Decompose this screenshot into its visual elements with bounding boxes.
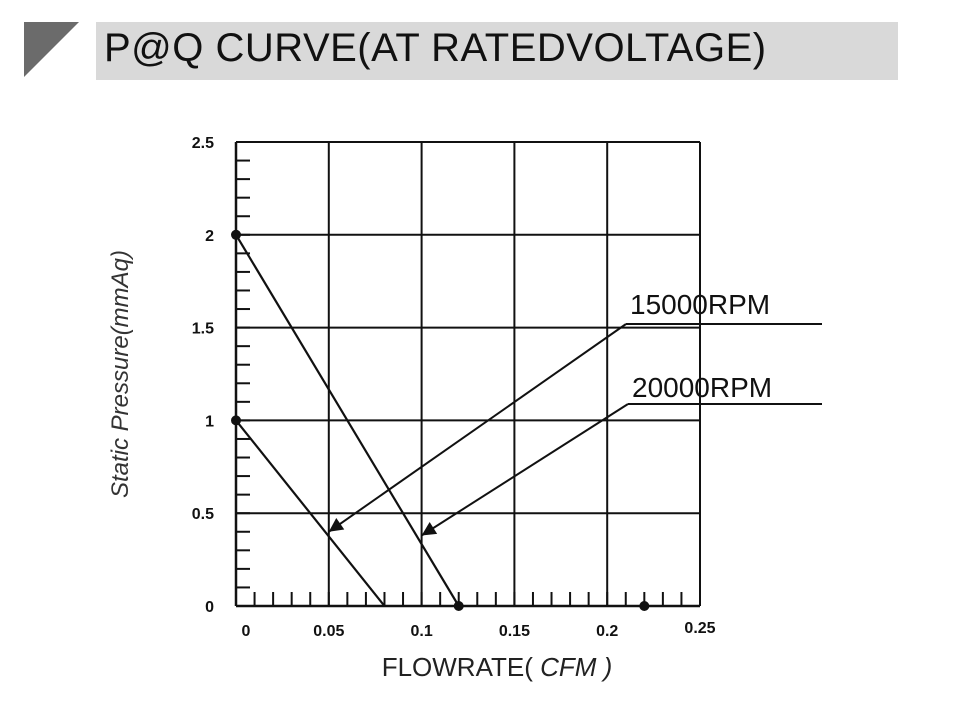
title-bar: P@Q CURVE(AT RATEDVOLTAGE) <box>96 22 898 80</box>
y-tick-label: 0 <box>205 599 214 616</box>
data-point-marker <box>231 229 241 240</box>
x-tick-label: 0.15 <box>499 623 530 640</box>
x-tick-label: 0.25 <box>684 620 715 637</box>
series-line <box>235 234 460 607</box>
data-point-marker <box>453 601 464 611</box>
data-point-marker <box>231 415 241 426</box>
series-label: 15000RPM <box>630 289 770 320</box>
data-point-marker <box>639 601 650 611</box>
y-tick-label: 2.5 <box>192 135 214 152</box>
y-axis-title: Static Pressure(mmAq) <box>107 250 134 498</box>
x-tick-label: 0.1 <box>410 623 432 640</box>
x-axis-title-unit: CFM <box>540 652 604 682</box>
y-tick-label: 1.5 <box>192 321 214 338</box>
series-line <box>235 419 386 607</box>
series-label: 20000RPM <box>632 372 772 403</box>
x-axis-title-main: FLOWRATE( <box>382 652 540 682</box>
chart-title: P@Q CURVE(AT RATEDVOLTAGE) <box>104 26 767 70</box>
y-tick-label: 0.5 <box>192 506 214 523</box>
annotation-arrow <box>421 403 629 537</box>
corner-triangle-decoration <box>24 22 79 77</box>
x-axis-title: FLOWRATE( CFM ) <box>382 652 613 682</box>
x-axis-title-close: ) <box>601 652 613 682</box>
x-tick-label: 0.05 <box>313 623 344 640</box>
y-tick-label: 2 <box>205 228 214 245</box>
x-tick-label: 0.2 <box>596 623 618 640</box>
annotation-arrow <box>328 323 627 533</box>
x-tick-label: 0 <box>242 623 251 640</box>
y-tick-label: 1 <box>205 413 214 430</box>
